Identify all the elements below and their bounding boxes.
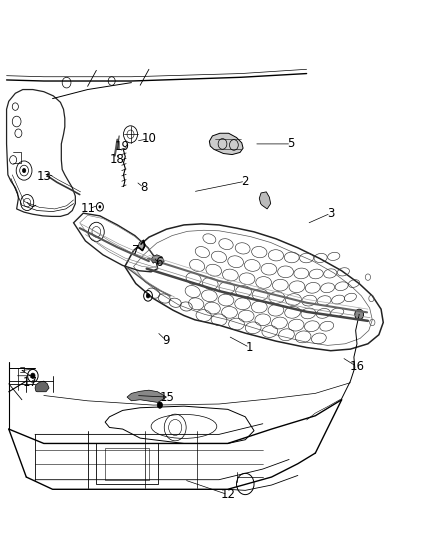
Circle shape: [355, 309, 364, 320]
Text: 19: 19: [115, 140, 130, 152]
Text: 5: 5: [288, 138, 295, 150]
Text: 11: 11: [81, 203, 96, 215]
Text: 17: 17: [22, 376, 37, 389]
Text: 1: 1: [246, 341, 254, 354]
Text: 15: 15: [160, 391, 175, 403]
Circle shape: [99, 205, 101, 208]
Circle shape: [146, 294, 150, 298]
Text: 6: 6: [155, 256, 162, 269]
Polygon shape: [259, 192, 271, 209]
Text: 7: 7: [132, 244, 140, 257]
Polygon shape: [35, 381, 49, 392]
Polygon shape: [209, 133, 243, 155]
Circle shape: [22, 168, 26, 173]
Polygon shape: [151, 255, 164, 264]
Text: 16: 16: [350, 360, 364, 373]
Text: 13: 13: [36, 171, 51, 183]
Polygon shape: [127, 390, 166, 402]
Text: 18: 18: [110, 154, 125, 166]
Text: 2: 2: [241, 175, 249, 188]
Polygon shape: [138, 240, 145, 251]
Circle shape: [31, 373, 35, 378]
Text: 9: 9: [162, 334, 170, 346]
Text: 10: 10: [141, 132, 156, 145]
Text: 12: 12: [220, 488, 235, 501]
Circle shape: [157, 402, 162, 408]
Text: 8: 8: [140, 181, 147, 194]
Text: 3: 3: [327, 207, 334, 220]
